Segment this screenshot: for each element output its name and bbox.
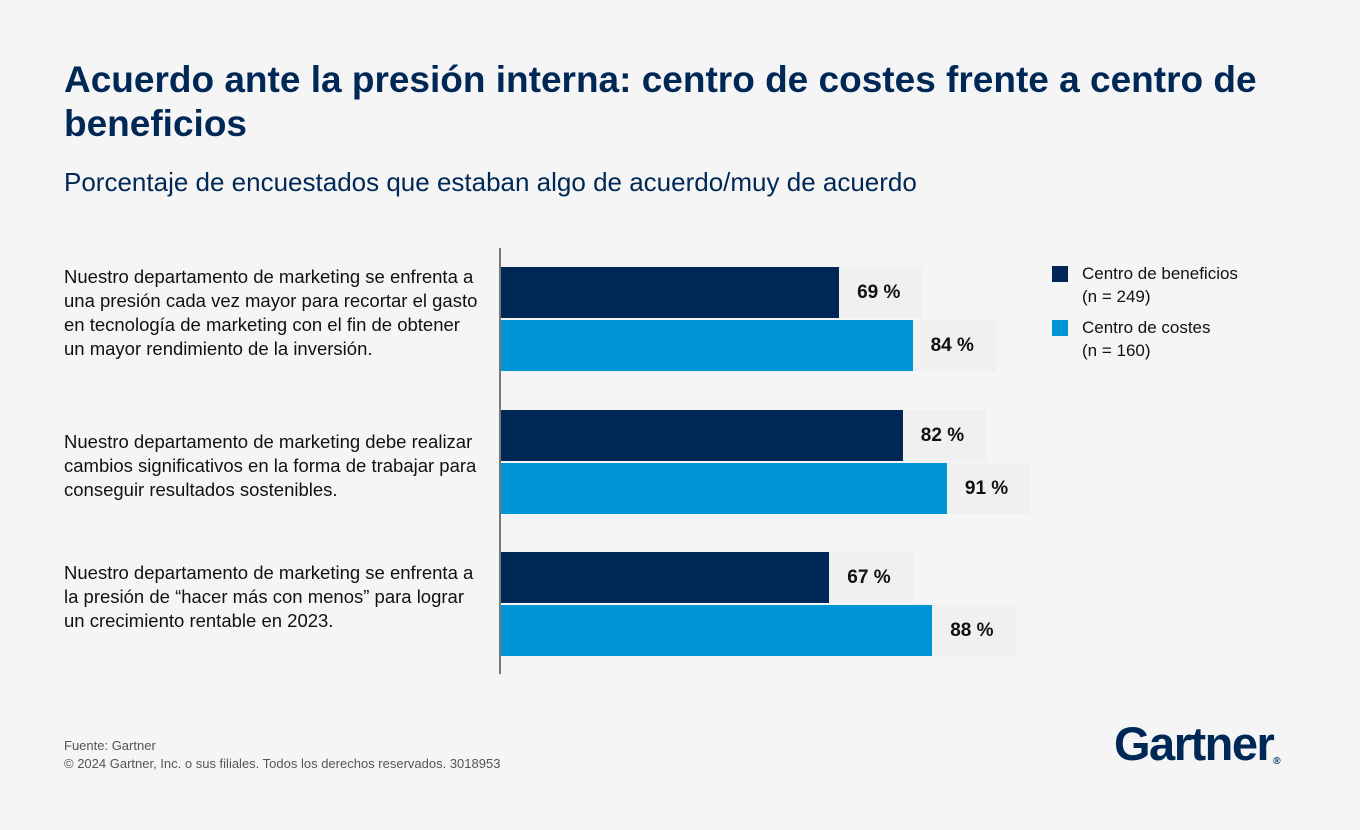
legend-swatch-cost-center bbox=[1052, 320, 1068, 336]
value-label-cost-center-3: 88 % bbox=[932, 605, 1016, 656]
bar-cost-center-1 bbox=[501, 320, 913, 371]
value-label-profit-center-3: 67 % bbox=[829, 552, 913, 603]
legend-item-cost-center: Centro de costes (n = 160) bbox=[1052, 316, 1238, 362]
value-label-profit-center-1: 69 % bbox=[839, 267, 923, 318]
bar-cost-center-3 bbox=[501, 605, 933, 656]
category-label-1: Nuestro departamento de marketing se enf… bbox=[64, 266, 478, 359]
logo-registered-mark: ® bbox=[1273, 756, 1281, 767]
legend-n-cost-center: (n = 160) bbox=[1082, 341, 1151, 360]
source-note: Fuente: Gartner bbox=[64, 738, 156, 753]
value-label-cost-center-2: 91 % bbox=[946, 463, 1031, 514]
category-label-2: Nuestro departamento de marketing debe r… bbox=[64, 431, 477, 500]
legend-swatch-profit-center bbox=[1052, 266, 1068, 282]
bar-profit-center-2 bbox=[501, 410, 903, 461]
copyright-note: © 2024 Gartner, Inc. o sus filiales. Tod… bbox=[64, 756, 501, 771]
chart-subtitle: Porcentaje de encuestados que estaban al… bbox=[64, 167, 917, 197]
value-label-cost-center-1: 84 % bbox=[912, 320, 996, 371]
legend: Centro de beneficios (n = 249) Centro de… bbox=[1052, 262, 1238, 370]
bar-cost-center-2 bbox=[501, 463, 947, 514]
bar-profit-center-3 bbox=[501, 552, 830, 603]
legend-n-profit-center: (n = 249) bbox=[1082, 287, 1151, 306]
logo-text: Gartner bbox=[1114, 717, 1275, 770]
footer: Fuente: Gartner © 2024 Gartner, Inc. o s… bbox=[64, 737, 500, 773]
legend-item-profit-center: Centro de beneficios (n = 249) bbox=[1052, 262, 1238, 308]
chart-title: Acuerdo ante la presión interna: centro … bbox=[64, 59, 1257, 144]
legend-label-cost-center: Centro de costes bbox=[1082, 318, 1211, 337]
y-axis-line bbox=[499, 248, 501, 674]
bar-profit-center-1 bbox=[501, 267, 840, 318]
category-label-3: Nuestro departamento de marketing se enf… bbox=[64, 562, 474, 631]
legend-label-profit-center: Centro de beneficios bbox=[1082, 264, 1238, 283]
value-label-profit-center-2: 82 % bbox=[902, 410, 987, 461]
gartner-logo: Gartner® bbox=[1114, 716, 1281, 771]
